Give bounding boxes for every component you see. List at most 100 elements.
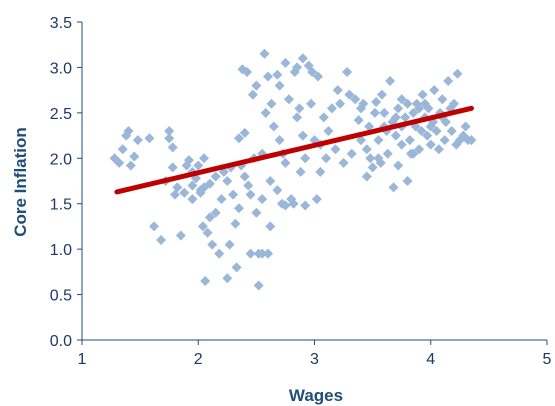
data-point <box>200 275 211 286</box>
data-point <box>114 157 125 168</box>
data-point <box>202 227 213 238</box>
data-point <box>239 127 250 138</box>
data-point <box>312 71 323 82</box>
y-tick-label: 3.0 <box>50 60 72 77</box>
data-point <box>265 221 276 232</box>
data-point <box>437 94 448 105</box>
data-point <box>274 135 285 146</box>
data-point <box>439 135 450 146</box>
data-point <box>315 166 326 177</box>
y-ticks: 0.0 0.5 1.0 1.5 2.0 2.5 3.0 3.5 <box>50 15 82 350</box>
data-point <box>263 71 273 82</box>
data-point <box>167 162 178 173</box>
data-point <box>323 126 334 137</box>
data-point <box>259 48 270 59</box>
data-point <box>283 94 294 105</box>
x-tick-label: 3 <box>310 351 319 368</box>
data-point <box>449 98 459 109</box>
x-tick-label: 5 <box>543 351 552 368</box>
data-point <box>117 144 128 155</box>
data-point <box>393 103 404 114</box>
data-point <box>193 160 204 171</box>
data-point <box>356 103 366 114</box>
data-point <box>251 80 262 91</box>
data-point <box>371 96 382 107</box>
data-point <box>414 103 425 114</box>
data-point <box>373 135 384 146</box>
data-point <box>390 112 401 123</box>
data-point <box>330 144 341 155</box>
data-point <box>361 171 372 182</box>
data-point <box>247 89 258 100</box>
data-point <box>199 153 210 164</box>
data-point <box>295 166 306 177</box>
data-point <box>342 66 353 77</box>
data-point <box>243 180 254 191</box>
data-point <box>307 66 318 77</box>
y-tick-label: 1.5 <box>50 197 72 214</box>
data-point <box>379 107 390 118</box>
data-point <box>260 107 271 118</box>
data-point <box>422 130 433 141</box>
y-axis-title: Core Inflation <box>11 127 30 237</box>
data-point <box>125 160 136 171</box>
data-point <box>233 133 244 144</box>
data-point <box>382 148 393 159</box>
data-point <box>187 180 198 191</box>
data-point <box>431 126 442 137</box>
data-point <box>335 98 346 109</box>
data-point <box>353 115 364 126</box>
data-point <box>425 121 436 132</box>
data-point <box>311 194 322 205</box>
points-layer <box>109 48 477 291</box>
data-point <box>263 248 273 259</box>
data-point <box>425 139 436 150</box>
data-point <box>367 162 378 173</box>
data-point <box>132 135 143 146</box>
data-point <box>231 262 242 273</box>
data-point <box>446 126 457 137</box>
data-point <box>356 135 366 146</box>
data-point <box>292 112 303 123</box>
data-point <box>350 94 361 105</box>
data-point <box>197 221 208 232</box>
data-point <box>396 139 407 150</box>
data-point <box>417 89 428 100</box>
data-point <box>364 121 375 132</box>
data-point <box>376 89 387 100</box>
data-point <box>257 194 268 205</box>
data-point <box>228 189 239 200</box>
data-point <box>292 62 303 73</box>
y-tick-label: 2.5 <box>50 106 72 123</box>
data-point <box>233 203 244 214</box>
data-point <box>268 121 279 132</box>
data-point <box>179 187 190 198</box>
data-point <box>408 107 419 118</box>
data-point <box>123 126 134 137</box>
data-point <box>429 85 440 96</box>
data-point <box>326 103 337 114</box>
data-point <box>452 68 463 79</box>
data-point <box>365 153 376 164</box>
data-point <box>443 76 454 87</box>
x-ticks: 1 2 3 4 5 <box>78 340 552 368</box>
y-tick-label: 1.0 <box>50 242 72 259</box>
data-point <box>266 98 277 109</box>
data-point <box>318 112 329 123</box>
data-point <box>272 69 283 80</box>
trendline <box>114 105 474 195</box>
data-point <box>222 176 233 186</box>
data-point <box>373 153 384 164</box>
data-point <box>230 218 241 229</box>
data-point <box>414 144 425 155</box>
data-point <box>175 230 186 241</box>
data-point <box>172 182 183 193</box>
y-tick-label: 2.0 <box>50 151 72 168</box>
data-point <box>257 248 268 259</box>
data-point <box>332 85 343 96</box>
data-point <box>346 148 357 159</box>
data-point <box>210 207 221 218</box>
y-tick-label: 0.5 <box>50 288 72 305</box>
data-point <box>280 200 291 211</box>
data-point <box>402 98 413 109</box>
